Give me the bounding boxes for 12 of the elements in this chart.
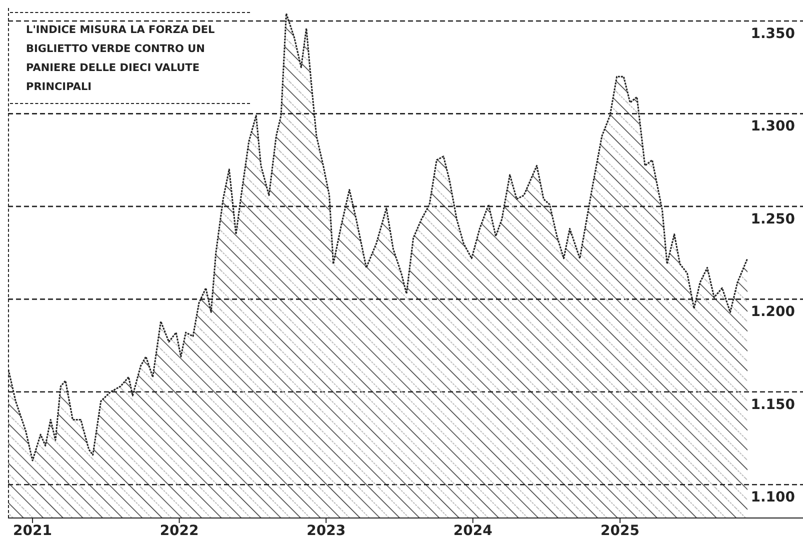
y-tick-label: 1.200	[750, 304, 796, 320]
y-tick-label: 1.350	[750, 26, 796, 42]
x-tick-label: 2023	[306, 522, 346, 539]
x-tick-label: 2021	[13, 522, 52, 539]
y-tick-label: 1.150	[750, 396, 796, 413]
y-tick-label: 1.100	[750, 490, 796, 506]
y-tick-label: 1.250	[750, 211, 796, 228]
note-box: L'INDICE MISURA LA FORZA DEL BIGLIETTO VERDE CONTRO UN PANIERE DELLE DIECI VALUTE PRINCIPALI	[10, 12, 250, 104]
x-tick-label: 2025	[600, 522, 640, 539]
y-tick-label: 1.300	[750, 118, 796, 135]
x-tick-label: 2024	[453, 522, 493, 539]
x-tick-label: 2022	[160, 522, 199, 539]
